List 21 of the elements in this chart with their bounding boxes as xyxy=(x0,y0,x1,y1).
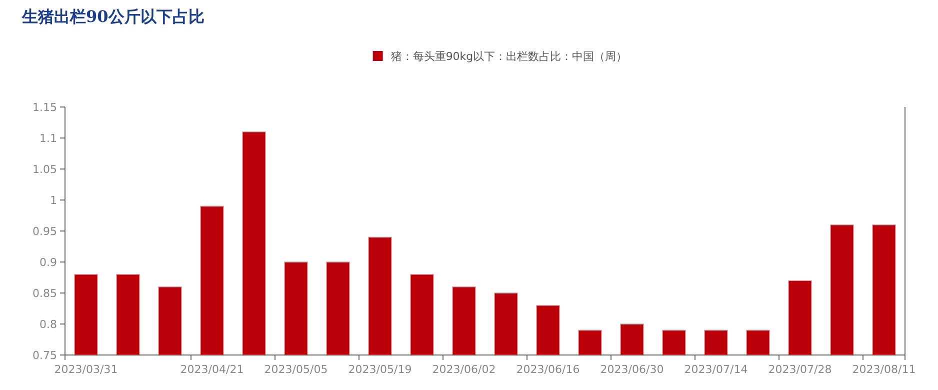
y-tick-label: 1.05 xyxy=(32,163,57,176)
y-tick-label: 0.85 xyxy=(32,287,57,300)
y-tick-label: 0.95 xyxy=(32,225,57,238)
y-tick-label: 1.1 xyxy=(40,132,57,145)
legend-label: 猪：每头重90kg以下：出栏数占比：中国（周） xyxy=(390,50,628,63)
y-tick-label: 0.8 xyxy=(40,318,57,331)
x-tick-label: 2023/06/02 xyxy=(432,363,496,376)
x-tick-label: 2023/03/31 xyxy=(54,363,118,376)
x-tick-label: 2023/06/16 xyxy=(516,363,580,376)
y-tick-label: 0.75 xyxy=(32,349,57,362)
x-tick-label: 2023/07/14 xyxy=(684,363,748,376)
x-tick-label: 2023/05/05 xyxy=(264,363,328,376)
y-tick-label: 1.15 xyxy=(32,101,57,114)
y-tick-label: 0.9 xyxy=(40,256,57,269)
x-tick-label: 2023/08/11 xyxy=(852,363,916,376)
y-tick-label: 1 xyxy=(50,194,57,207)
x-tick-label: 2023/04/21 xyxy=(180,363,244,376)
x-tick-label: 2023/07/28 xyxy=(768,363,832,376)
chart-title: 生猪出栏90公斤以下占比 xyxy=(21,7,204,26)
x-tick-label: 2023/05/19 xyxy=(348,363,412,376)
x-tick-label: 2023/06/30 xyxy=(600,363,664,376)
